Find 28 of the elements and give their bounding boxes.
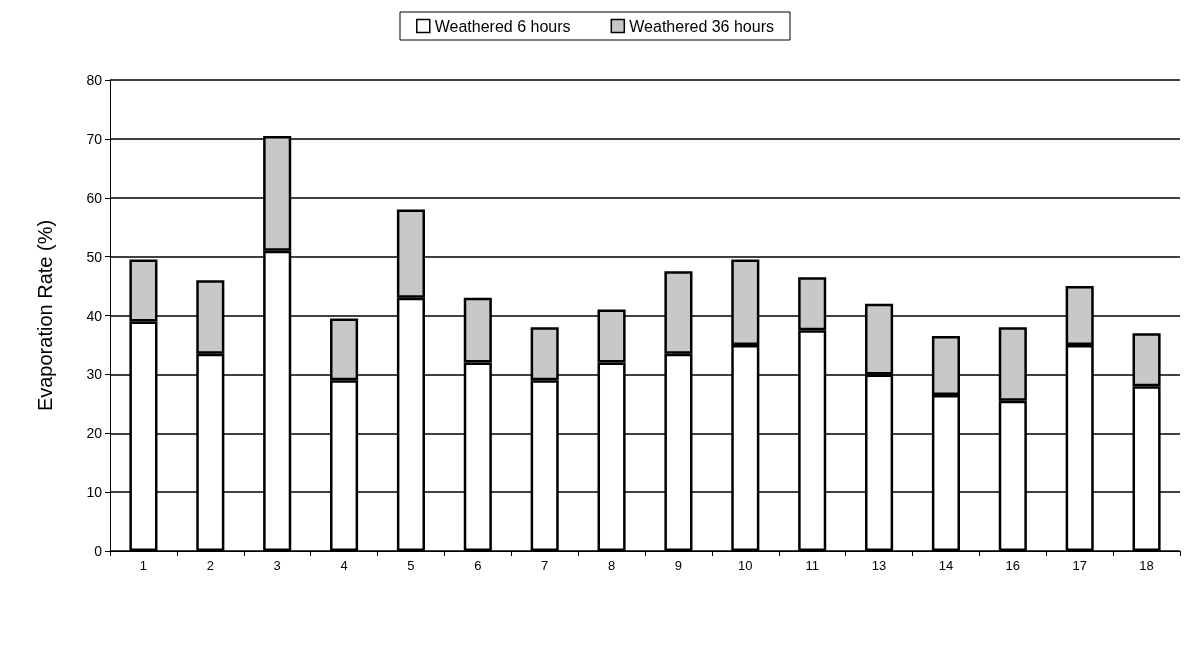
y-tick-label: 40 [86,307,103,324]
x-tick-label: 9 [674,558,683,573]
y-axis-title: Evaporation Rate (%) [34,219,56,412]
y-tick-label: 10 [86,484,103,501]
x-tick-label: 3 [273,558,281,573]
y-tick-label: 80 [86,72,103,88]
x-tick-label: 8 [607,558,616,573]
y-tick-label: 60 [86,189,103,206]
y-tick-label: 50 [86,248,103,265]
legend-label: Weathered 36 hours [629,17,774,35]
x-tick-label: 11 [805,558,819,573]
x-tick-label: 1 [139,558,148,573]
x-tick-label: 2 [206,558,214,573]
x-tick-label: 16 [1005,558,1021,573]
y-tick-label: 70 [86,130,103,147]
y-tick-label: 30 [86,366,103,383]
y-tick-label: 20 [86,425,103,442]
x-tick-label: 14 [938,558,954,573]
x-tick-label: 10 [738,558,753,573]
legend-label: Weathered 6 hours [434,17,571,35]
x-tick-label: 6 [474,558,482,573]
x-tick-label: 17 [1072,558,1087,573]
x-tick-label: 13 [871,558,887,573]
x-tick-label: 7 [541,558,549,573]
x-tick-label: 18 [1139,558,1154,573]
y-tick-label: 0 [94,543,103,559]
x-tick-label: 5 [407,558,415,573]
x-tick-label: 4 [340,558,348,573]
